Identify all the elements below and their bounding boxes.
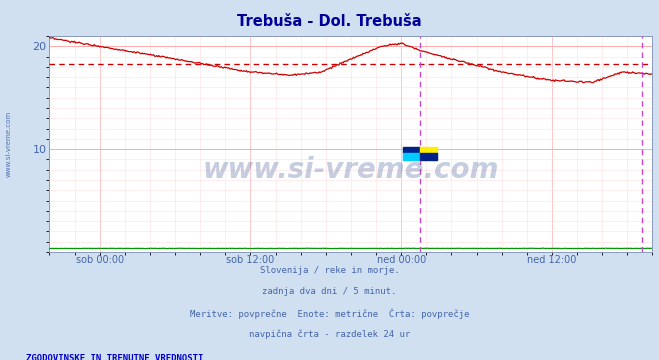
Text: www.si-vreme.com: www.si-vreme.com xyxy=(5,111,12,177)
Text: www.si-vreme.com: www.si-vreme.com xyxy=(203,156,499,184)
Text: navpična črta - razdelek 24 ur: navpična črta - razdelek 24 ur xyxy=(249,329,410,338)
Text: Trebuša - Dol. Trebuša: Trebuša - Dol. Trebuša xyxy=(237,14,422,30)
Text: ZGODOVINSKE IN TRENUTNE VREDNOSTI: ZGODOVINSKE IN TRENUTNE VREDNOSTI xyxy=(26,354,204,360)
Text: Meritve: povprečne  Enote: metrične  Črta: povprečje: Meritve: povprečne Enote: metrične Črta:… xyxy=(190,308,469,319)
Text: zadnja dva dni / 5 minut.: zadnja dva dni / 5 minut. xyxy=(262,287,397,296)
Bar xyxy=(420,147,437,153)
Text: Slovenija / reke in morje.: Slovenija / reke in morje. xyxy=(260,266,399,275)
Bar xyxy=(403,147,420,153)
Bar xyxy=(403,153,420,160)
Bar xyxy=(420,153,437,160)
